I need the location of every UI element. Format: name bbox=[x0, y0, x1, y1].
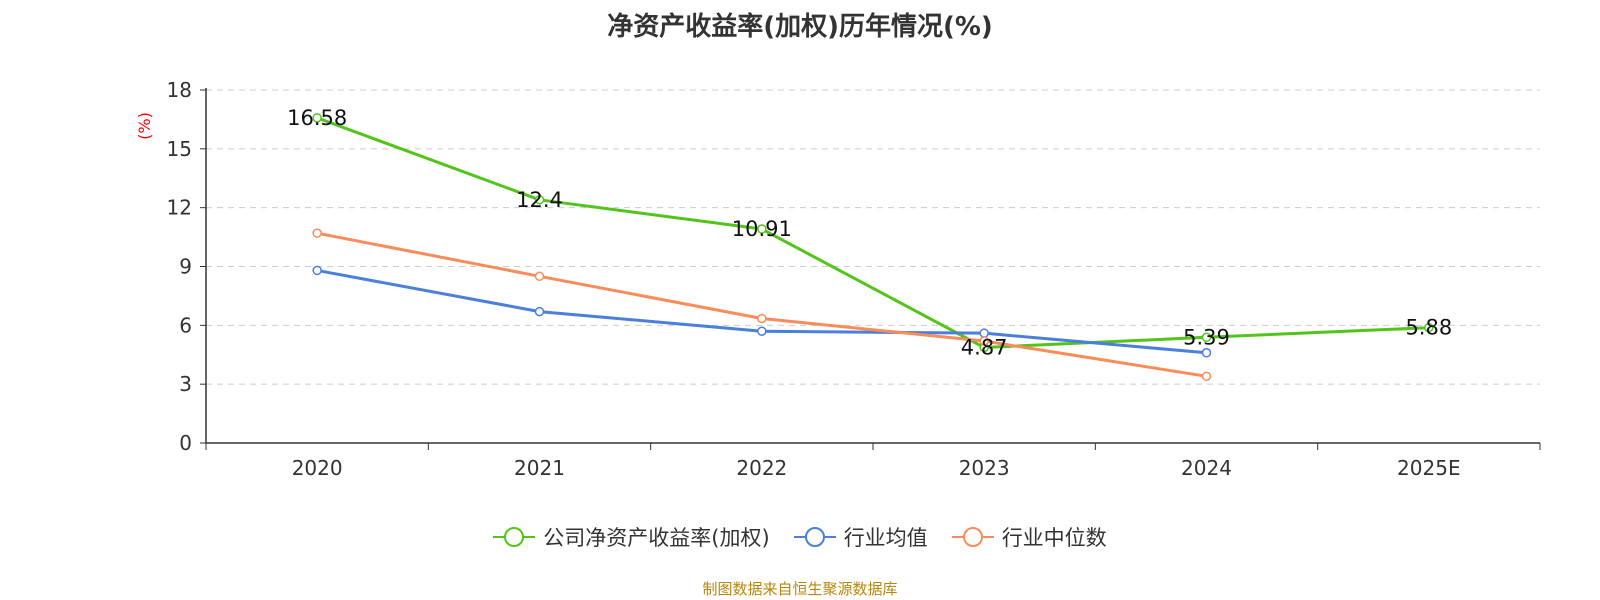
legend-label: 行业均值 bbox=[843, 526, 928, 550]
legend-item-2[interactable]: 行业均值 bbox=[793, 522, 928, 552]
y-tick-label: 0 bbox=[179, 431, 192, 455]
data-point bbox=[757, 313, 767, 324]
data-point bbox=[1201, 348, 1212, 358]
data-point bbox=[312, 228, 322, 238]
data-point bbox=[757, 326, 767, 336]
x-tick-label: 2022 bbox=[736, 456, 787, 480]
data-point bbox=[534, 195, 545, 205]
y-tick-label: 3 bbox=[179, 372, 192, 396]
x-tick-label: 2020 bbox=[292, 456, 343, 480]
data-label: 4.87 bbox=[961, 335, 1008, 359]
y-axis-label: (%) bbox=[135, 112, 154, 140]
x-tick-label: 2024 bbox=[1181, 456, 1232, 480]
legend-label: 行业中位数 bbox=[1001, 526, 1107, 550]
y-tick-label: 9 bbox=[179, 255, 192, 279]
data-label: 5.88 bbox=[1405, 316, 1452, 340]
series-line-2 bbox=[316, 268, 1207, 355]
data-label: 5.39 bbox=[1183, 325, 1230, 349]
y-tick-label: 18 bbox=[167, 78, 192, 102]
x-tick-label: 2023 bbox=[959, 456, 1010, 480]
y-tick-label: 6 bbox=[179, 313, 192, 337]
legend-line-circle-icon bbox=[951, 527, 994, 547]
data-point bbox=[1201, 332, 1212, 343]
data-point bbox=[757, 224, 767, 234]
data-point bbox=[979, 336, 989, 346]
y-tick-label: 12 bbox=[167, 196, 192, 220]
chart-title: 净资产收益率(加权)历年情况(%) bbox=[607, 12, 993, 42]
data-label: 10.91 bbox=[732, 217, 792, 241]
data-source-note: 制图数据来自恒生聚源数据库 bbox=[702, 580, 898, 598]
legend-line-circle-icon bbox=[493, 527, 536, 547]
data-point bbox=[312, 113, 322, 123]
x-tick-label: 2025E bbox=[1397, 456, 1461, 480]
legend-line-circle-icon bbox=[793, 527, 836, 547]
legend-item-1[interactable]: 公司净资产收益率(加权) bbox=[493, 522, 770, 552]
data-point bbox=[534, 306, 545, 317]
legend-label: 公司净资产收益率(加权) bbox=[543, 526, 770, 550]
legend-item-3[interactable]: 行业中位数 bbox=[951, 522, 1107, 552]
data-point bbox=[1201, 371, 1212, 382]
x-tick-label: 2021 bbox=[514, 456, 565, 480]
y-tick-label: 15 bbox=[167, 137, 192, 161]
data-point bbox=[312, 265, 322, 276]
series-line-1 bbox=[316, 116, 1429, 349]
data-label: 12.4 bbox=[516, 188, 563, 212]
data-point bbox=[1424, 322, 1434, 333]
data-point bbox=[534, 271, 545, 282]
series-line-3 bbox=[316, 231, 1207, 378]
chart-legend: 公司净资产收益率(加权) 行业均值 行业中位数 bbox=[0, 522, 1600, 552]
data-label: 16.58 bbox=[287, 106, 347, 130]
